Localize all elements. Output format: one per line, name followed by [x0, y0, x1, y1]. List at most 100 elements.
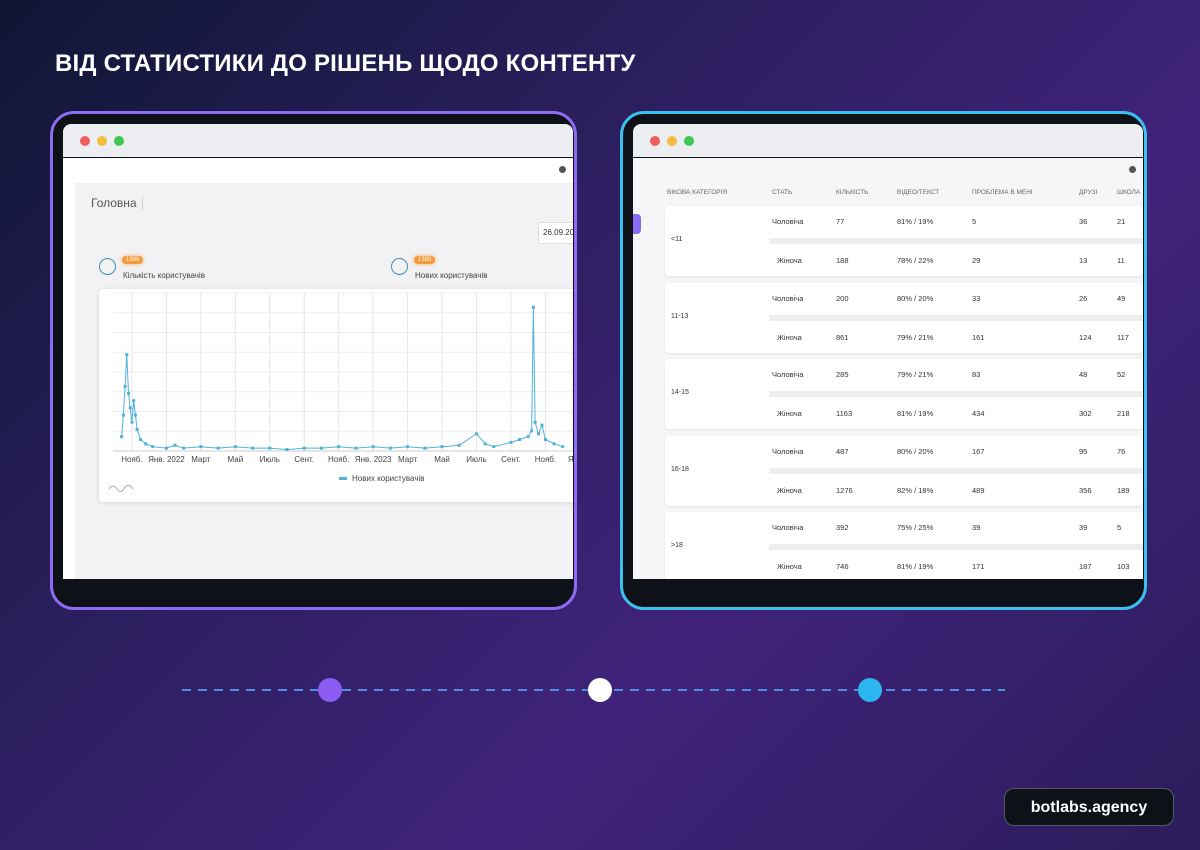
data-point — [144, 442, 148, 446]
x-tick-label: Нояб. — [121, 455, 142, 464]
data-point — [128, 406, 132, 410]
data-point — [526, 435, 530, 439]
data-point — [135, 427, 139, 431]
table-cell: 103 — [1117, 562, 1130, 571]
table-cell: 285 — [836, 370, 849, 379]
table-cell: 1276 — [836, 485, 853, 495]
data-point — [319, 446, 323, 450]
device-frame: Головна 26.09.20 Нояб. Янв. 2022 Март Май Ию… — [50, 111, 577, 610]
dashboard-screen: Головна 26.09.20 Нояб. Янв. 2022 Март Май Ию… — [63, 158, 573, 579]
data-point — [543, 438, 547, 442]
window-dot — [684, 136, 694, 146]
table-cell: 52 — [1117, 370, 1126, 379]
data-point — [492, 445, 496, 449]
table-cell: 49 — [1117, 293, 1126, 303]
x-tick-label: Июль — [466, 455, 486, 464]
table-cell: Чоловіча — [772, 523, 804, 532]
table-cell: 79% / 21% — [897, 332, 934, 342]
table-cell: 81% / 19% — [897, 409, 934, 418]
x-tick-label: Янв. 2023 — [355, 455, 392, 464]
data-point — [120, 435, 124, 439]
window-dot — [650, 136, 660, 146]
data-point — [233, 445, 237, 449]
x-tick-label: Июль — [260, 455, 280, 464]
user-icon — [99, 258, 116, 275]
data-point — [123, 384, 127, 388]
data-point — [371, 445, 375, 449]
table-cell: 75% / 25% — [897, 523, 934, 532]
chart-card: Нояб. Янв. 2022 Март Май Июль Сент. Нояб. Янв. … — [99, 289, 573, 502]
table-cell: 1163 — [836, 409, 853, 418]
table-cell: 80% / 20% — [897, 293, 934, 303]
column-header: ШКОЛА — [1117, 189, 1141, 196]
data-point — [440, 445, 444, 449]
table-screen: ВІКОВА КАТЕГОРІЯ СТАТЬ КІЛЬКІСТЬ ВІДЕО/ТЕКС… — [633, 158, 1143, 579]
data-point — [457, 443, 461, 447]
window-dot — [80, 136, 90, 146]
table-cell: Чоловіча — [772, 370, 804, 379]
table-cell: 79% / 21% — [897, 370, 934, 379]
table-cell: 77 — [836, 217, 845, 226]
column-header: ВІКОВА КАТЕГОРІЯ — [667, 189, 728, 196]
timeline-dot — [318, 678, 342, 702]
data-point — [533, 420, 537, 424]
chart-icon — [108, 484, 134, 493]
table-cell: 80% / 20% — [897, 446, 934, 456]
data-point — [537, 432, 541, 436]
data-point — [127, 392, 131, 396]
user-icon — [391, 258, 408, 275]
data-point — [354, 446, 358, 450]
x-tick-label: Ян — [568, 455, 573, 464]
data-point — [173, 443, 177, 447]
column-header: ПРОБЛЕМА В МЕНІ — [972, 189, 1033, 196]
data-point — [151, 445, 155, 449]
table-cell: 29 — [972, 256, 981, 265]
x-tick-label: Март — [398, 455, 417, 464]
x-tick-label: Янв. 2022 — [148, 455, 185, 464]
table-cell: 167 — [972, 446, 985, 456]
table-cell: 746 — [836, 562, 849, 571]
brand-badge[interactable]: botlabs.agency — [1004, 788, 1174, 826]
data-point — [483, 442, 487, 446]
data-point — [337, 445, 341, 449]
table-cell: 392 — [836, 523, 849, 532]
data-point — [121, 413, 125, 417]
column-header: ДРУЗІ — [1079, 189, 1098, 196]
stat-badge: 1396 — [122, 256, 144, 264]
age-category: >18 — [671, 542, 683, 549]
table-cell: 171 — [972, 562, 985, 571]
table-cell: Жіноча — [777, 485, 802, 495]
divider — [142, 197, 143, 210]
icon — [1129, 166, 1136, 173]
table-cell: 187 — [1079, 562, 1092, 571]
data-point — [509, 440, 513, 444]
table-cell: 434 — [972, 409, 985, 418]
data-point — [540, 423, 544, 427]
slide-title: ВІД СТАТИСТИКИ ДО РІШЕНЬ ЩОДО КОНТЕНТУ — [55, 50, 636, 77]
row-separator — [769, 314, 1143, 321]
table-cell: Жіноча — [777, 256, 802, 265]
legend-label: Нових користувачів — [352, 474, 425, 483]
timeline-dot — [588, 678, 612, 702]
device-frame: ВІКОВА КАТЕГОРІЯ СТАТЬ КІЛЬКІСТЬ ВІДЕО/ТЕКС… — [620, 111, 1147, 610]
data-point — [423, 446, 427, 450]
x-tick-label: Сент. — [501, 455, 521, 464]
data-point — [130, 420, 134, 424]
x-tick-label: Нояб. — [535, 455, 556, 464]
table-cell: Жіноча — [777, 332, 802, 342]
window-dot — [97, 136, 107, 146]
table-cell: 82% / 18% — [897, 485, 934, 495]
data-point — [302, 446, 306, 450]
table-cell: 78% / 22% — [897, 256, 934, 265]
series-line — [121, 307, 563, 451]
table-cell: 5 — [1117, 523, 1122, 532]
table-cell: 11 — [1117, 256, 1125, 265]
timeline — [182, 678, 1005, 702]
table-cell: 302 — [1079, 409, 1092, 418]
window-dot — [114, 136, 124, 146]
sidebar-tab[interactable] — [633, 214, 641, 234]
table-cell: 76 — [1117, 446, 1126, 456]
table-cell: 83 — [972, 370, 981, 379]
date-input[interactable]: 26.09.20 — [538, 222, 573, 244]
table-cell: Чоловіча — [772, 446, 804, 456]
